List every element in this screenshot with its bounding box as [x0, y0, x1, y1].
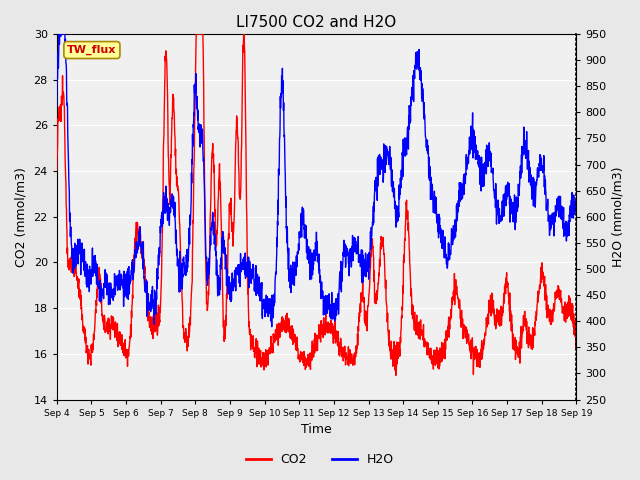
Y-axis label: H2O (mmol/m3): H2O (mmol/m3) [612, 167, 625, 267]
Title: LI7500 CO2 and H2O: LI7500 CO2 and H2O [236, 15, 397, 30]
X-axis label: Time: Time [301, 423, 332, 436]
Y-axis label: CO2 (mmol/m3): CO2 (mmol/m3) [15, 167, 28, 267]
Legend: CO2, H2O: CO2, H2O [241, 448, 399, 471]
Text: TW_flux: TW_flux [67, 45, 116, 55]
